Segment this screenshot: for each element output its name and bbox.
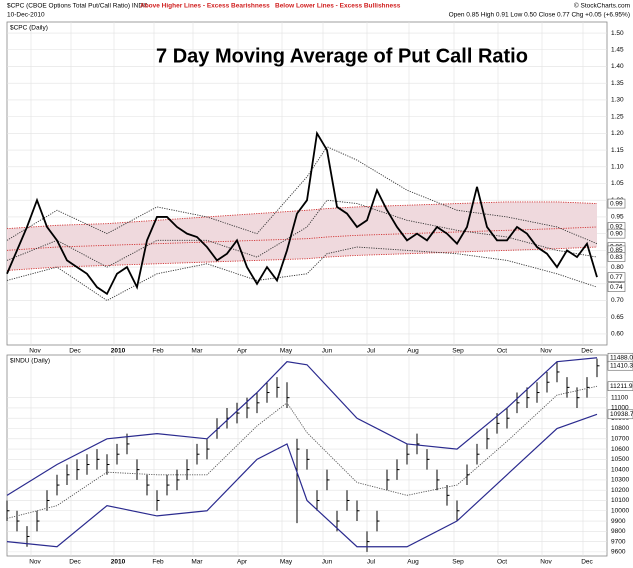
y-tick-label: 0.95: [611, 214, 624, 221]
value-box-label: 0.90: [610, 230, 623, 237]
value-box: [607, 360, 633, 371]
value-box-label: 0.74: [610, 284, 623, 291]
value-box: [607, 409, 633, 420]
y-tick-label: 1.10: [611, 164, 624, 171]
value-box-label: 0.83: [610, 254, 623, 261]
y-tick-label: 9800: [611, 528, 626, 535]
series-line: [6, 199, 598, 268]
x-tick-label: Nov: [29, 559, 41, 566]
x-tick-label: Apr: [237, 559, 248, 566]
x-tick-label: Jun: [322, 348, 333, 355]
y-tick-label: 0.70: [611, 297, 624, 304]
value-box: [607, 282, 626, 292]
note-low: Below Lower Lines - Excess Bullishness: [275, 3, 401, 10]
y-tick-label: 1.25: [611, 113, 624, 120]
x-tick-label: Oct: [497, 559, 507, 566]
band-fill: [7, 201, 597, 271]
x-tick-label: Aug: [407, 559, 419, 566]
y-tick-label: 11000: [611, 405, 629, 412]
y-tick-label: 10000: [611, 507, 629, 514]
y-tick-label: 9700: [611, 538, 626, 545]
value-box-label: 11410.32: [610, 362, 633, 369]
value-box: [607, 252, 626, 262]
y-tick-label: 0.65: [611, 314, 624, 321]
y-tick-label: 10300: [611, 477, 629, 484]
x-tick-label: Feb: [152, 348, 164, 355]
symbol: $CPC (CBOE Options Total Put/Call Ratio)…: [7, 3, 148, 10]
panel-label: $INDU (Daily): [10, 358, 50, 365]
x-tick-label: Oct: [497, 348, 507, 355]
value-box-label: 11488.04: [610, 354, 633, 361]
x-tick-label: Aug: [407, 348, 419, 355]
value-box-label: 10938.75: [610, 411, 633, 418]
copyright: © StockCharts.com: [574, 2, 630, 10]
series-line: [6, 385, 598, 519]
x-tick-label: Mar: [191, 559, 203, 566]
series-line: [6, 246, 598, 302]
series-line: [6, 246, 598, 271]
series-line: [6, 201, 598, 230]
quote: Open 0.85 High 0.91 Low 0.50 Close 0.77 …: [449, 12, 630, 19]
y-tick-label: 1.30: [611, 97, 624, 104]
y-tick-label: 1.50: [611, 30, 624, 37]
y-tick-label: 9900: [611, 518, 626, 525]
value-box: [607, 381, 633, 391]
x-tick-label: Sep: [452, 559, 464, 566]
x-tick-label: Dec: [581, 348, 593, 355]
y-tick-label: 0.60: [611, 331, 624, 338]
y-tick-label: 10800: [611, 425, 629, 432]
x-tick-label: Sep: [452, 348, 464, 355]
value-box-label: 0.92: [610, 224, 623, 231]
note-high: Above Higher Lines - Excess Bearishness: [140, 3, 270, 10]
series-line: [6, 130, 598, 296]
y-tick-label: 1.35: [611, 80, 624, 87]
y-tick-label: 10100: [611, 497, 629, 504]
x-tick-label: Jul: [367, 348, 376, 355]
series-line: [6, 226, 598, 251]
y-tick-label: 1.15: [611, 147, 624, 154]
y-tick-label: 11100: [611, 394, 628, 401]
value-box-label: 11211.93: [610, 383, 633, 390]
value-box: [607, 272, 626, 282]
value-box: [607, 198, 626, 209]
y-tick-label: 10400: [611, 466, 629, 473]
y-tick-label: 1.40: [611, 63, 624, 70]
x-tick-label: 2010: [111, 348, 126, 355]
value-box-label: 0.85: [610, 247, 623, 254]
y-tick-label: 10500: [611, 456, 629, 463]
x-tick-label: Feb: [152, 559, 164, 566]
x-tick-label: Nov: [29, 348, 41, 355]
x-tick-label: 2010: [111, 559, 126, 566]
y-tick-label: 10200: [611, 487, 629, 494]
y-tick-label: 0.80: [611, 264, 624, 271]
series-line: [6, 413, 598, 548]
value-box: [607, 228, 626, 239]
x-tick-label: Nov: [540, 348, 552, 355]
x-tick-label: May: [280, 559, 293, 566]
x-tick-label: Jul: [367, 559, 376, 566]
y-tick-label: 1.05: [611, 180, 624, 187]
y-tick-label: 10600: [611, 446, 629, 453]
y-tick-label: 10700: [611, 436, 629, 443]
series-line: [6, 357, 598, 496]
y-tick-label: 1.45: [611, 46, 624, 53]
x-tick-label: May: [280, 348, 293, 355]
chart-title: 7 Day Moving Average of Put Call Ratio: [156, 45, 528, 67]
x-tick-label: Jun: [322, 559, 333, 566]
date: 10-Dec-2010: [7, 12, 45, 19]
x-tick-label: Nov: [540, 559, 552, 566]
y-tick-label: 1.20: [611, 130, 624, 137]
x-tick-label: Dec: [69, 559, 81, 566]
y-tick-label: 9600: [611, 549, 626, 556]
x-tick-label: Dec: [69, 348, 81, 355]
value-box-label: 0.99: [610, 200, 623, 207]
x-tick-label: Dec: [581, 559, 593, 566]
series-line: [6, 146, 598, 245]
value-box-label: 0.77: [610, 274, 623, 281]
panel-label: $CPC (Daily): [10, 25, 48, 32]
x-tick-label: Mar: [191, 348, 203, 355]
x-tick-label: Apr: [237, 348, 248, 355]
